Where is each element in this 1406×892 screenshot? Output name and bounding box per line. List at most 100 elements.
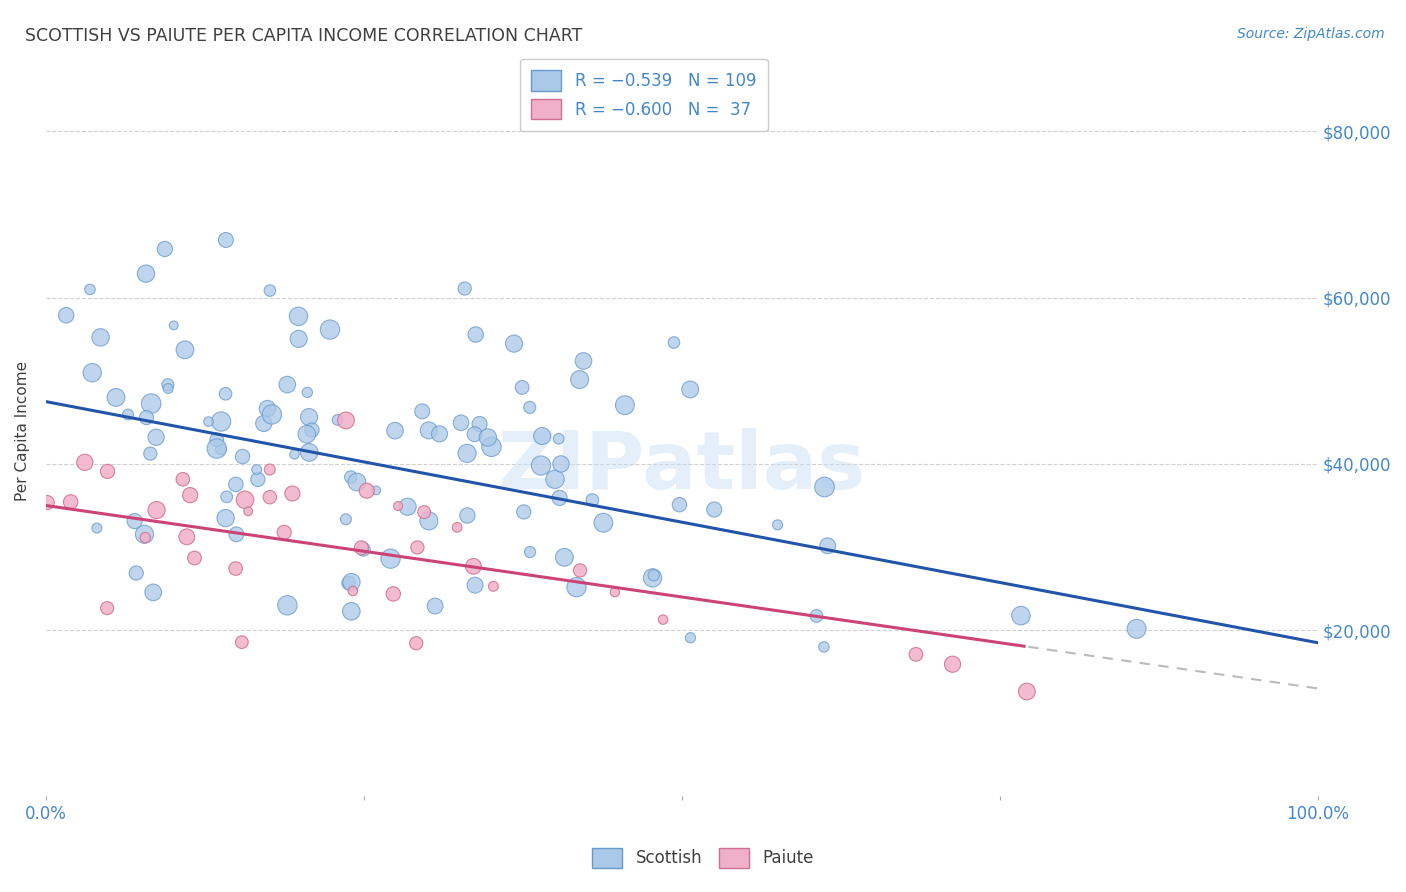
Point [142, 585, 165, 599]
Point [530, 458, 553, 473]
Point [1010, 608, 1032, 623]
Point [813, 640, 835, 654]
Point [572, 354, 595, 368]
Point [301, 423, 323, 437]
Point [356, 483, 378, 498]
Legend: R = −0.539   N = 109, R = −0.600   N =  37: R = −0.539 N = 109, R = −0.600 N = 37 [519, 59, 768, 131]
Point [569, 564, 592, 578]
Point [613, 398, 636, 412]
Point [346, 475, 368, 489]
Point [581, 493, 603, 508]
Point [298, 410, 321, 425]
Point [90, 330, 112, 344]
Point [259, 284, 281, 298]
Point [464, 327, 486, 342]
Point [283, 447, 305, 461]
Point [418, 514, 440, 528]
Point [641, 571, 664, 585]
Point [335, 512, 357, 526]
Point [281, 486, 304, 500]
Point [1015, 684, 1038, 698]
Point [319, 322, 342, 336]
Point [413, 505, 436, 519]
Point [215, 233, 238, 247]
Point [335, 413, 357, 427]
Point [387, 499, 409, 513]
Point [79, 282, 101, 296]
Point [446, 520, 468, 534]
Point [287, 310, 309, 324]
Text: SCOTTISH VS PAIUTE PER CAPITA INCOME CORRELATION CHART: SCOTTISH VS PAIUTE PER CAPITA INCOME COR… [25, 27, 582, 45]
Point [904, 648, 927, 662]
Point [157, 382, 180, 396]
Point [547, 432, 569, 446]
Point [125, 566, 148, 580]
Point [225, 561, 247, 575]
Point [86, 521, 108, 535]
Point [163, 318, 186, 333]
Point [513, 505, 536, 519]
Point [503, 336, 526, 351]
Point [456, 446, 478, 460]
Point [544, 472, 567, 486]
Point [553, 550, 575, 565]
Point [519, 545, 541, 559]
Point [260, 408, 283, 422]
Point [141, 396, 163, 410]
Point [134, 527, 156, 541]
Point [205, 442, 228, 456]
Point [813, 480, 835, 494]
Point [337, 576, 360, 591]
Point [456, 508, 478, 523]
Point [477, 430, 499, 444]
Point [231, 635, 253, 649]
Point [183, 551, 205, 566]
Point [679, 383, 702, 397]
Point [668, 498, 690, 512]
Text: ZIPatlas: ZIPatlas [498, 428, 866, 507]
Point [134, 531, 156, 545]
Point [342, 584, 364, 599]
Point [287, 332, 309, 346]
Point [510, 380, 533, 394]
Point [276, 599, 298, 613]
Point [225, 527, 247, 541]
Point [124, 514, 146, 528]
Point [233, 492, 256, 507]
Point [259, 490, 281, 504]
Point [396, 500, 419, 514]
Point [232, 450, 254, 464]
Point [209, 442, 232, 457]
Point [339, 470, 361, 484]
Point [353, 542, 375, 557]
Point [135, 267, 157, 281]
Point [59, 495, 82, 509]
Point [273, 525, 295, 540]
Point [297, 385, 319, 400]
Point [568, 373, 591, 387]
Point [454, 281, 477, 295]
Point [246, 462, 269, 476]
Point [197, 415, 219, 429]
Y-axis label: Per Capita Income: Per Capita Income [15, 360, 30, 500]
Point [97, 464, 120, 478]
Point [340, 604, 363, 618]
Point [565, 580, 588, 594]
Point [55, 308, 77, 322]
Point [463, 559, 485, 574]
Point [238, 504, 260, 518]
Point [464, 427, 486, 442]
Point [256, 401, 278, 416]
Point [259, 462, 281, 476]
Point [643, 568, 665, 582]
Point [429, 426, 451, 441]
Point [214, 386, 236, 401]
Point [531, 429, 554, 443]
Point [205, 433, 228, 447]
Point [550, 457, 572, 471]
Point [548, 491, 571, 505]
Point [405, 636, 427, 650]
Point [662, 335, 685, 350]
Point [153, 242, 176, 256]
Point [384, 424, 406, 438]
